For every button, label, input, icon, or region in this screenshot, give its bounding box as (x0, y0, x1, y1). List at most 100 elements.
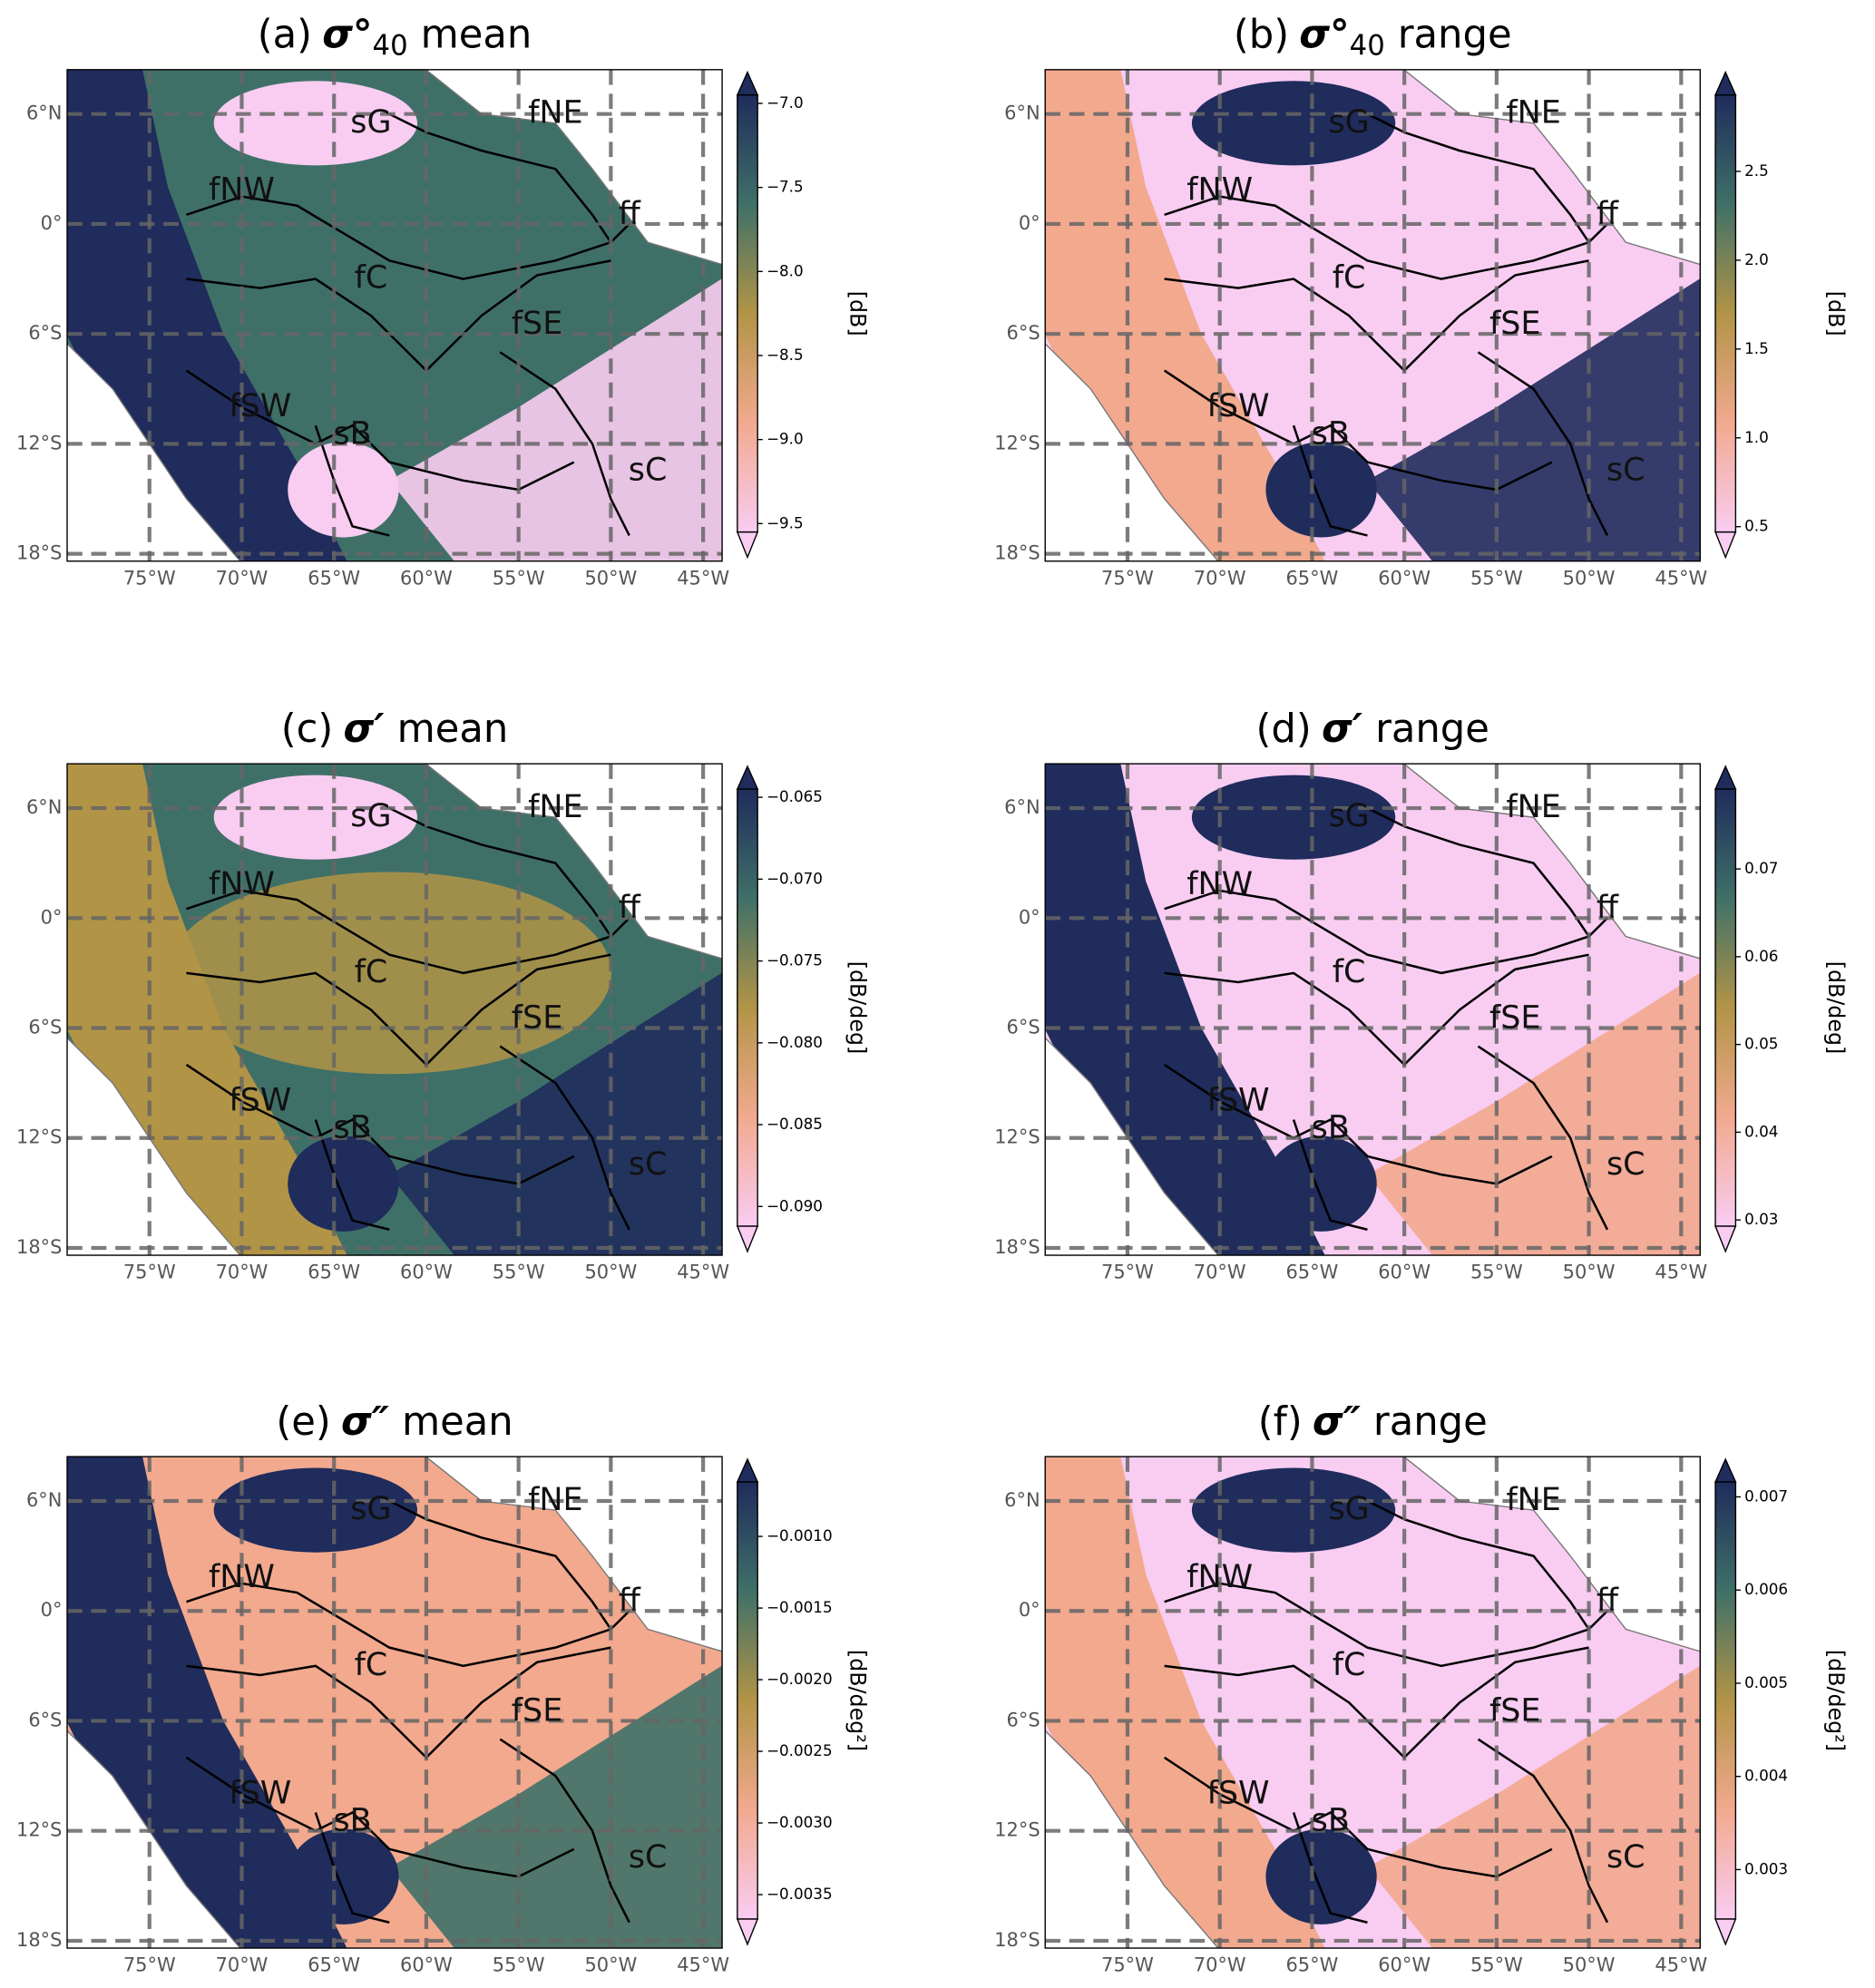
colorbar (1714, 94, 1737, 533)
colorbar-label: [dB/deg²] (845, 1650, 871, 1751)
patch-center (1145, 1564, 1590, 1768)
y-tick-label: 18°S (994, 1929, 1040, 1951)
region-label: fSE (1489, 999, 1541, 1036)
region-label: fSE (1489, 1692, 1541, 1729)
basin-outline (499, 1045, 630, 1231)
colorbar-extend (736, 531, 759, 560)
x-tick-label: 50°W (584, 1954, 637, 1976)
colorbar-tick-label: 0.003 (1744, 1859, 1788, 1877)
region-label: sG (1328, 104, 1369, 141)
map-frame (1044, 1456, 1701, 1949)
colorbar-extend (736, 70, 759, 96)
title-quantity: range (1375, 706, 1489, 751)
x-tick-label: 55°W (1470, 1262, 1523, 1283)
ocean-pacific (67, 1730, 241, 1949)
region-label: sC (1606, 1839, 1646, 1876)
patch-southeast (1367, 1665, 1701, 1949)
ocean-pacific (1045, 343, 1219, 561)
x-tick-label: 55°W (1470, 567, 1523, 589)
region-label: fNE (1506, 95, 1560, 132)
colorbar-extend (1714, 531, 1737, 560)
colorbar-extend (1714, 1918, 1737, 1946)
y-tick-label: 6°N (1004, 796, 1040, 818)
title-symbol: σ′ (344, 706, 386, 751)
x-tick-label: 75°W (123, 1954, 176, 1976)
region-label: fSW (1207, 388, 1270, 424)
colorbar-tick-label: 2.0 (1744, 250, 1769, 268)
title-label: (f) (1258, 1398, 1303, 1444)
colorbar-tick-label: 0.006 (1744, 1580, 1788, 1598)
colorbar (737, 1481, 758, 1920)
title-quantity: range (1398, 12, 1512, 57)
y-tick-label: 0° (41, 212, 63, 234)
colorbar-tick-label: −9.0 (767, 430, 804, 448)
region-label: ff (1597, 1583, 1619, 1619)
basin-outline (314, 1119, 390, 1231)
map-panel: 75°W 70°W 65°W 60°W 55°W 50°W 45°W 6°N 0° 6°S 12°S… (16, 1398, 871, 1975)
x-tick-label: 50°W (584, 1262, 637, 1283)
region-label: fNW (209, 172, 275, 209)
y-tick-label: 0° (41, 1599, 63, 1621)
region-label: sB (333, 1110, 371, 1146)
ocean-atlantic (1402, 69, 1701, 266)
region-label: sC (629, 453, 668, 489)
map-panel: 75°W 70°W 65°W 60°W 55°W 50°W 45°W 6°N 0° 6°S 12°S… (16, 12, 871, 589)
basin-outline (388, 112, 612, 243)
ocean-pacific (67, 1037, 241, 1256)
y-tick-label: 18°S (994, 542, 1040, 564)
colorbar (1714, 788, 1737, 1227)
x-tick-label: 45°W (1655, 567, 1707, 589)
map-frame (1044, 69, 1701, 562)
colorbar-tick-label: −9.5 (767, 513, 804, 531)
basin-outline (1366, 806, 1590, 938)
region-label: fNW (1187, 1559, 1253, 1595)
y-tick-label: 6°N (1004, 1489, 1040, 1511)
y-tick-label: 6°S (28, 322, 62, 344)
map-image (1045, 1457, 1701, 1949)
x-tick-label: 75°W (1101, 1262, 1154, 1283)
patch-guiana (213, 775, 418, 860)
region-label: sB (333, 1803, 371, 1839)
x-tick-label: 50°W (1563, 567, 1616, 589)
x-tick-label: 55°W (493, 567, 545, 589)
colorbar-tick-label: −0.080 (767, 1033, 823, 1051)
map-frame (66, 763, 723, 1256)
title-quantity: mean (397, 706, 509, 751)
colorbar-tick-label: 0.04 (1744, 1122, 1778, 1140)
patch-guiana (1191, 1467, 1396, 1553)
basin-outline (1477, 1045, 1609, 1231)
colorbar-tick-label: −8.0 (767, 261, 804, 279)
x-tick-label: 60°W (1378, 1954, 1431, 1976)
y-tick-label: 18°S (16, 1929, 62, 1951)
colorbar-tick-label: 2.5 (1744, 161, 1769, 180)
x-tick-label: 45°W (1655, 1954, 1707, 1976)
x-tick-label: 65°W (1285, 567, 1338, 589)
map-image (67, 764, 723, 1256)
region-label: fNE (528, 789, 582, 825)
ocean-pacific (1045, 1730, 1219, 1949)
colorbar (737, 94, 758, 533)
region-label: ff (619, 1583, 641, 1619)
region-label: fSE (1489, 306, 1541, 342)
region-label: fSE (512, 1692, 563, 1729)
map-panel: 75°W 70°W 65°W 60°W 55°W 50°W 45°W 6°N 0° 6°S 12°S… (994, 12, 1849, 589)
colorbar-label: [dB] (845, 291, 871, 336)
x-tick-label: 60°W (1378, 567, 1431, 589)
colorbar-label: [dB] (1823, 291, 1849, 336)
basin-outline (388, 806, 612, 938)
patch-center (167, 872, 611, 1075)
x-tick-label: 75°W (1101, 1954, 1154, 1976)
y-tick-label: 6°S (1007, 322, 1040, 344)
title-subscript: 40 (1350, 29, 1385, 62)
x-tick-label: 45°W (1655, 1262, 1707, 1283)
region-label: fC (355, 260, 388, 297)
colorbar-tick-label: −0.0020 (767, 1670, 833, 1688)
region-label: fSW (1207, 1082, 1270, 1118)
colorbar-extend (1714, 1225, 1737, 1253)
region-label: sB (1312, 1110, 1350, 1146)
y-tick-label: 0° (41, 906, 63, 928)
colorbar (737, 788, 758, 1227)
y-tick-label: 18°S (994, 1236, 1040, 1258)
region-label: sB (1312, 1803, 1350, 1839)
patch-guiana (213, 1467, 418, 1553)
